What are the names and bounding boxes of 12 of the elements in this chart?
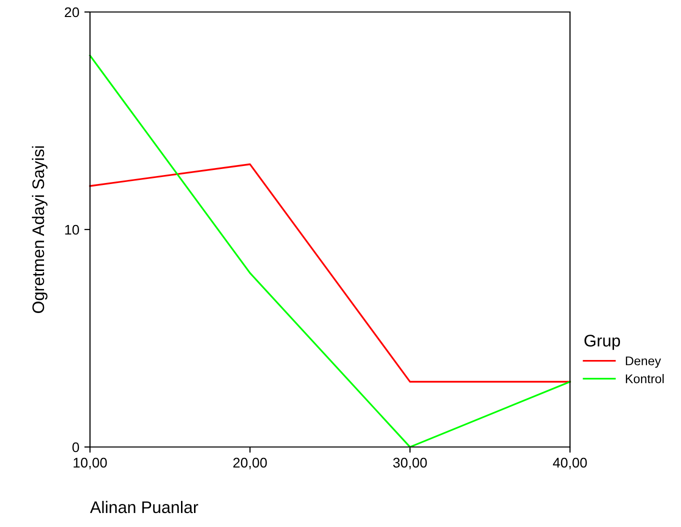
legend-title: Grup: [584, 334, 620, 350]
x-axis-title: Alinan Puanlar: [90, 500, 198, 514]
x-tick-label: 30,00: [393, 458, 427, 470]
x-tick-label: 20,00: [233, 458, 267, 470]
y-tick-label: 20: [64, 7, 80, 18]
y-tick-label: 0: [72, 442, 80, 452]
legend-label: Kontrol: [626, 374, 664, 384]
x-tick-label: 10,00: [74, 458, 107, 470]
x-tick-label: 40,00: [552, 458, 587, 470]
y-axis-title: Ogretmen Adayi Sayisi: [32, 146, 48, 314]
legend-label: Deney: [626, 356, 662, 368]
y-tick-label: 10: [65, 224, 80, 235]
